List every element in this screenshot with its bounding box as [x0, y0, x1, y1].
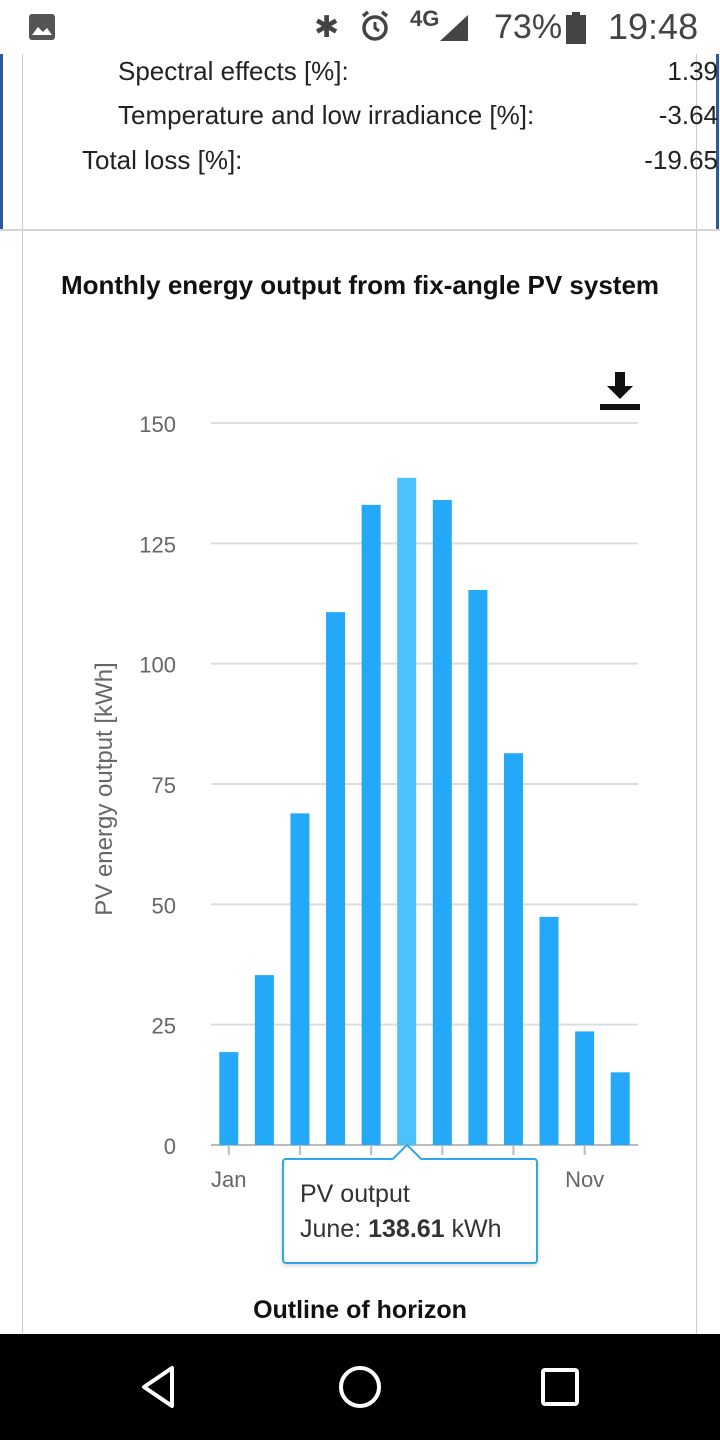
section-title-horizon: Outline of horizon — [253, 1296, 467, 1324]
bar-december — [610, 1072, 630, 1145]
y-tick-label: 150 — [139, 412, 176, 437]
bar-january — [219, 1052, 239, 1145]
loss-label: Spectral effects [%]: — [118, 56, 349, 86]
y-tick-label: 100 — [139, 653, 176, 678]
clock: 19:48 — [608, 6, 699, 47]
bluetooth-icon: ✱ — [314, 11, 340, 44]
bar-november — [575, 1031, 595, 1145]
x-tick-label: Nov — [565, 1167, 604, 1192]
loss-label: Temperature and low irradiance [%]: — [118, 100, 535, 130]
chart-title: Monthly energy output from fix-angle PV … — [60, 270, 660, 300]
bar-june — [397, 477, 417, 1145]
tooltip-point: June: 138.61 kWh — [300, 1215, 502, 1244]
y-tick-label: 25 — [152, 1014, 176, 1039]
signal-icon — [440, 15, 468, 41]
bar-chart: 0255075100125150JanMarMayJulSepNovMonthP… — [91, 412, 638, 1228]
back-icon[interactable] — [132, 1360, 186, 1414]
chart-tooltip: PV output June: 138.61 kWh — [282, 1143, 538, 1264]
recents-icon[interactable] — [533, 1360, 587, 1414]
panel-border-left — [22, 54, 23, 1334]
bar-august — [468, 590, 488, 1145]
y-axis-label: PV energy output [kWh] — [91, 662, 118, 915]
gallery-icon — [29, 14, 55, 40]
section-divider — [0, 229, 720, 231]
tooltip-series: PV output — [300, 1180, 410, 1208]
loss-value: -19.65 — [644, 145, 718, 175]
bar-july — [432, 500, 452, 1146]
bar-september — [503, 753, 523, 1145]
y-tick-label: 125 — [139, 532, 176, 557]
page-edge-right — [716, 54, 719, 229]
tooltip-value: 138.61 — [368, 1215, 445, 1243]
y-tick-label: 75 — [152, 773, 176, 798]
download-icon[interactable] — [598, 370, 642, 414]
y-tick-label: 0 — [164, 1134, 176, 1159]
network-type: 4G — [410, 6, 440, 31]
page-edge-left — [0, 54, 3, 229]
home-icon[interactable] — [333, 1360, 387, 1414]
bar-march — [290, 813, 310, 1145]
status-bar: ✱ 4G 73% 19:48 — [0, 0, 720, 54]
bar-april — [326, 612, 346, 1145]
alarm-icon — [361, 10, 389, 41]
navigation-bar — [0, 1334, 720, 1440]
bar-october — [539, 916, 559, 1145]
y-tick-label: 50 — [152, 893, 176, 918]
loss-value: -3.64 — [658, 100, 718, 130]
battery-icon — [566, 12, 586, 44]
bar-may — [361, 504, 381, 1145]
tooltip-label: June: — [300, 1215, 369, 1243]
battery-percent: 73% — [494, 8, 563, 46]
panel-border-right — [696, 54, 697, 1334]
bar-february — [254, 975, 274, 1145]
loss-label: Total loss [%]: — [82, 145, 243, 175]
x-tick-label: Jan — [211, 1167, 246, 1192]
loss-value: 1.39 — [667, 56, 718, 86]
tooltip-unit: kWh — [444, 1215, 502, 1243]
